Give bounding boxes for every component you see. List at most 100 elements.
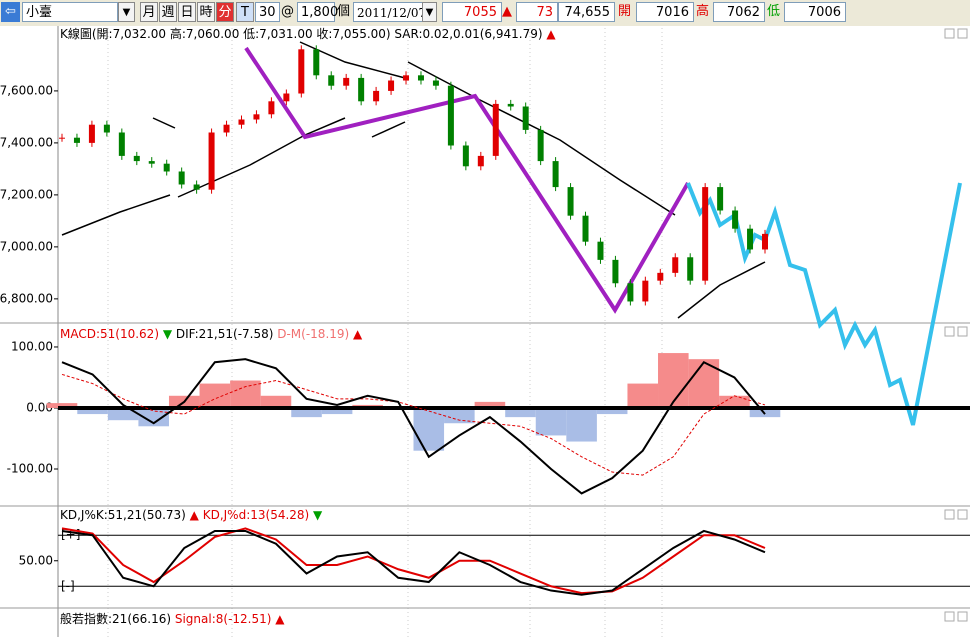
candle — [148, 161, 155, 164]
candle — [103, 124, 110, 133]
candle — [672, 257, 679, 273]
candle — [283, 93, 290, 102]
candle — [178, 171, 185, 185]
legend-item: K線圖(開:7,032.00 高:7,060.00 低:7,031.00 收:7… — [60, 26, 391, 41]
macd-bar — [627, 383, 659, 408]
dropdown[interactable]: ▼ — [118, 2, 135, 22]
macd-bar — [46, 403, 78, 408]
change: 73 — [516, 2, 558, 22]
y-tick-label: 7,200.00 — [0, 187, 53, 201]
y-tick-label: 100.00 — [11, 339, 53, 353]
candle — [358, 77, 365, 102]
candle — [253, 114, 260, 120]
candle — [687, 257, 694, 281]
candle — [747, 228, 754, 250]
macd-bar — [413, 407, 445, 451]
candle — [432, 80, 439, 86]
legend-item: ▼ — [159, 327, 173, 341]
legend-item: D-M(-18.19) — [273, 327, 349, 341]
candle — [59, 137, 65, 139]
macd-bar — [596, 407, 628, 415]
legend-item: DIF:21,51(-7.58) — [172, 327, 273, 341]
macd-bar — [535, 407, 567, 436]
y-tick-label: 0.00 — [26, 400, 53, 414]
candle — [73, 137, 80, 143]
legend-item: ▲ — [186, 508, 200, 522]
legend-item: SAR:0.02,0.01(6,941.79) — [391, 27, 543, 41]
drawn-zigzag — [244, 46, 690, 314]
symbol-input[interactable]: 小臺 — [22, 2, 118, 22]
legend-item: ▲ — [349, 327, 363, 341]
kd-k-line — [61, 529, 766, 596]
unit-label: 個 — [337, 4, 351, 19]
period-button[interactable]: 月 — [140, 2, 158, 22]
candle — [552, 161, 559, 188]
date-input[interactable]: 2011/12/07 — [353, 2, 423, 22]
legend: 般若指數:21(66.16) Signal:8(-12.51) ▲ — [60, 611, 285, 626]
y-tick-label: 7,400.00 — [0, 135, 53, 149]
candle — [447, 85, 454, 146]
candle — [597, 241, 604, 260]
candle — [717, 187, 724, 211]
macd-bar — [291, 407, 322, 418]
period-button[interactable]: 日 — [178, 2, 196, 22]
macd-bar — [444, 407, 475, 424]
candle — [238, 119, 245, 125]
candle — [462, 145, 469, 167]
kd-band-label: [-] — [61, 579, 75, 593]
panel-icons — [944, 28, 968, 622]
candle — [298, 49, 305, 94]
candle — [507, 103, 514, 107]
macd-bar — [566, 407, 597, 442]
candle — [133, 155, 140, 162]
macd-bar — [505, 407, 536, 418]
legend-item: ▼ — [309, 508, 323, 522]
drawn-projection — [686, 182, 962, 426]
at-label: @ — [281, 4, 294, 19]
legend-item: KD,J%d:13(54.28) — [199, 508, 309, 522]
candle — [373, 90, 380, 102]
open-value: 7016 — [636, 2, 694, 22]
lots-input[interactable]: 1,800 — [297, 2, 338, 22]
legend-item: Signal:8(-12.51) — [171, 612, 271, 626]
candle — [762, 233, 768, 250]
period-button[interactable]: T — [236, 2, 254, 22]
y-tick-label: 6,800.00 — [0, 291, 53, 305]
legend-item: KD,J%K:51,21(50.73) — [60, 508, 186, 522]
candle — [642, 280, 649, 302]
candle — [223, 124, 230, 133]
macd-bar — [321, 407, 353, 415]
direction: ▲ — [502, 4, 512, 19]
legend-item: ▲ — [543, 27, 557, 41]
candle — [612, 259, 619, 284]
legend-item: 般若指數:21(66.16) — [60, 611, 171, 626]
candle — [118, 132, 125, 156]
vertical-grid — [107, 28, 663, 637]
macd-bar — [474, 401, 506, 408]
candle — [492, 103, 499, 156]
macd-bar — [107, 407, 139, 421]
candle — [343, 77, 350, 86]
candle — [208, 132, 215, 190]
macd-bar — [77, 407, 108, 415]
period-button[interactable]: 時 — [197, 2, 215, 22]
candle — [477, 155, 484, 167]
candle — [732, 210, 739, 229]
open-label: 開 — [618, 4, 632, 19]
interval-input[interactable]: 30 — [255, 2, 280, 22]
high-label: 高 — [696, 4, 710, 19]
toolbar: ⇦ 小臺 ▼ 月 週 日 時 分 T 30 @ 1,800 個 2011/12/… — [0, 0, 970, 26]
panel-separators — [0, 322, 970, 609]
candle — [88, 124, 95, 143]
back-icon[interactable]: ⇦ — [1, 2, 20, 22]
date-dropdown[interactable]: ▼ — [422, 2, 437, 22]
candle — [328, 75, 335, 86]
period-button[interactable]: 週 — [159, 2, 177, 22]
period-button[interactable]: 分 — [216, 2, 234, 22]
candle — [417, 75, 424, 81]
low-value: 7006 — [784, 2, 846, 22]
macd-dif-line — [61, 358, 766, 495]
kd-d-line — [61, 527, 766, 595]
